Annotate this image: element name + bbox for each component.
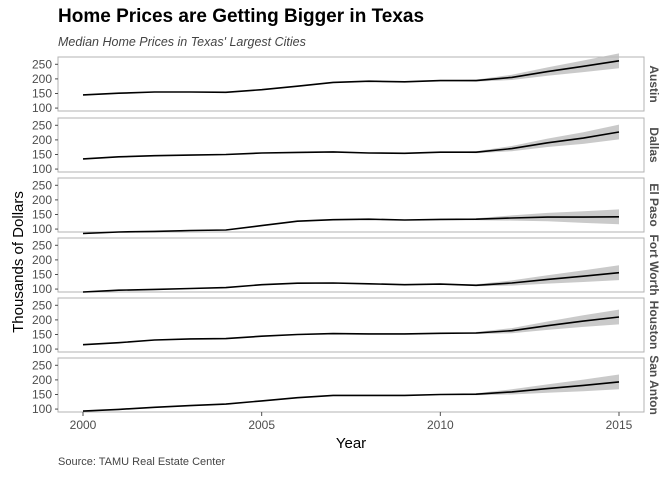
facet-strip — [646, 298, 660, 352]
y-tick-label: 250 — [32, 358, 52, 372]
series-line — [82, 316, 620, 346]
x-tick-label: 2000 — [70, 418, 97, 432]
chart-subtitle: Median Home Prices in Texas' Largest Cit… — [58, 35, 306, 49]
y-tick-label: 100 — [32, 342, 52, 356]
y-axis-title: Thousands of Dollars — [10, 191, 27, 333]
facet-strip — [646, 178, 660, 232]
y-tick-label: 100 — [32, 222, 52, 236]
series-line — [82, 271, 620, 293]
series-line — [82, 60, 620, 96]
y-tick-label: 150 — [32, 267, 52, 281]
y-tick-label: 200 — [32, 72, 52, 86]
y-tick-label: 100 — [32, 282, 52, 296]
x-tick-label: 2010 — [427, 418, 454, 432]
series-line — [82, 216, 620, 235]
facet-label: Austin — [647, 65, 661, 102]
y-tick-label: 100 — [32, 101, 52, 115]
facet-panel — [57, 177, 645, 233]
y-tick-label: 150 — [32, 207, 52, 221]
chart-title: Home Prices are Getting Bigger in Texas — [58, 6, 425, 27]
series-line — [82, 381, 620, 412]
y-tick-label: 200 — [32, 253, 52, 267]
facet-strip — [646, 358, 660, 412]
facet-strip — [646, 118, 660, 172]
y-tick-label: 250 — [32, 118, 52, 132]
chart-caption: Source: TAMU Real Estate Center — [58, 456, 226, 468]
x-tick-label: 2015 — [606, 418, 633, 432]
facet-label: Houston — [647, 301, 661, 350]
series-ribbon — [83, 124, 619, 159]
x-tick-label: 2005 — [248, 418, 275, 432]
x-axis-title: Year — [336, 435, 366, 452]
y-tick-label: 100 — [32, 162, 52, 176]
facet-label: San Anton — [647, 355, 661, 415]
y-tick-label: 250 — [32, 238, 52, 252]
y-tick-label: 200 — [32, 313, 52, 327]
facet-label: El Paso — [647, 183, 661, 226]
y-tick-label: 200 — [32, 373, 52, 387]
y-tick-label: 250 — [32, 298, 52, 312]
series-ribbon — [83, 374, 619, 412]
y-tick-label: 150 — [32, 147, 52, 161]
facet-label: Fort Worth — [647, 234, 661, 295]
y-tick-label: 200 — [32, 193, 52, 207]
facet-label: Dallas — [647, 127, 661, 163]
y-tick-label: 150 — [32, 327, 52, 341]
facet-panel — [57, 56, 645, 112]
facet-strip — [646, 238, 660, 292]
facet-strip — [646, 57, 660, 111]
y-tick-label: 250 — [32, 178, 52, 192]
y-tick-label: 150 — [32, 86, 52, 100]
series-line — [82, 131, 620, 160]
y-tick-label: 100 — [32, 402, 52, 416]
y-tick-label: 200 — [32, 133, 52, 147]
y-tick-label: 150 — [32, 387, 52, 401]
y-tick-label: 250 — [32, 57, 52, 71]
